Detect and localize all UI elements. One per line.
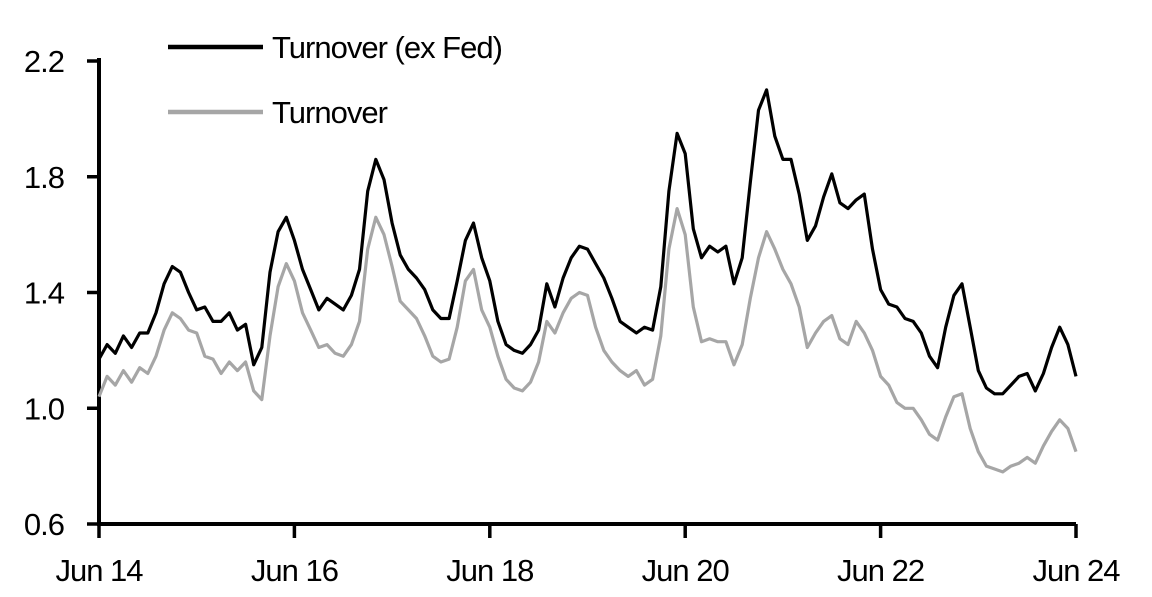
x-axis-labels: Jun 14 Jun 16 Jun 18 Jun 20 Jun 22 Jun 24: [55, 553, 1121, 588]
turnover-ex-fed-series-line: [97, 88, 1078, 396]
x-axis-ticks: [97, 524, 1078, 538]
x-axis: Jun 14 Jun 16 Jun 18 Jun 20 Jun 22 Jun 24: [55, 522, 1121, 588]
y-tick-label: 0.6: [24, 507, 64, 542]
turnover-series-line: [97, 207, 1078, 474]
y-tick-label: 1.4: [24, 276, 65, 311]
y-axis: 2.2 1.8 1.4 1.0 0.6: [24, 44, 101, 542]
legend-label-turnover: Turnover: [272, 95, 388, 130]
y-tick-label: 1.8: [24, 160, 64, 195]
legend-label-turnover-ex-fed: Turnover (ex Fed): [272, 30, 502, 65]
x-tick-label: Jun 14: [55, 553, 143, 588]
x-tick-label: Jun 24: [1032, 553, 1120, 588]
y-tick-label: 2.2: [24, 44, 64, 79]
x-tick-label: Jun 20: [642, 553, 730, 588]
legend: Turnover (ex Fed) Turnover: [168, 30, 503, 130]
x-tick-label: Jun 16: [251, 553, 338, 588]
y-axis-ticks: [87, 59, 99, 526]
y-tick-label: 1.0: [24, 391, 65, 426]
x-tick-label: Jun 18: [446, 553, 533, 588]
y-axis-labels: 2.2 1.8 1.4 1.0 0.6: [24, 44, 66, 542]
x-tick-label: Jun 22: [837, 553, 924, 588]
